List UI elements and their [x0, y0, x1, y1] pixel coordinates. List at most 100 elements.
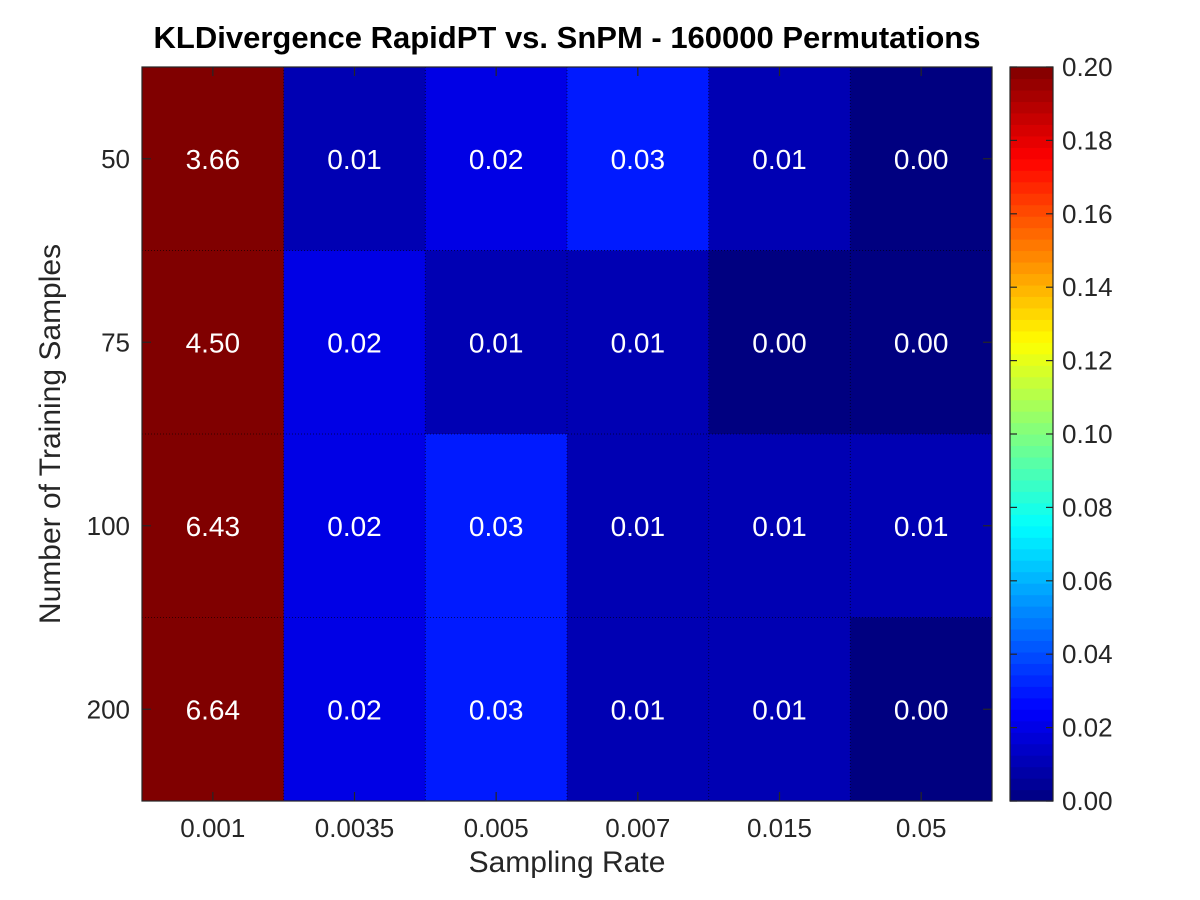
colorbar-band	[1010, 227, 1053, 240]
colorbar-tick-label: 0.12	[1062, 346, 1113, 376]
cell-value-label: 0.01	[611, 694, 666, 725]
cell-value-label: 0.01	[752, 511, 807, 542]
colorbar-band	[1010, 411, 1053, 424]
heatmap-cell	[850, 434, 993, 618]
cell-value-label: 0.01	[894, 511, 949, 542]
colorbar-band	[1010, 766, 1053, 779]
x-tick-labels: 0.001 0.0035 0.005 0.007 0.015 0.05	[180, 813, 946, 843]
colorbar-band	[1010, 89, 1053, 103]
colorbar-band	[1010, 571, 1053, 584]
colorbar-tick-label: 0.06	[1062, 566, 1113, 596]
x-tick-label: 0.001	[180, 813, 245, 843]
colorbar-band	[1010, 330, 1053, 343]
colorbar-band	[1010, 307, 1053, 320]
colorbar-band	[1010, 124, 1053, 137]
colorbar-band	[1010, 388, 1053, 401]
colorbar-band	[1010, 342, 1053, 355]
cell-value-label: 0.00	[894, 144, 949, 175]
colorbar-band	[1010, 755, 1053, 768]
x-tick-label: 0.0035	[315, 813, 395, 843]
heatmap-cell	[425, 617, 568, 802]
cell-value-labels: 3.66 0.01 0.02 0.03 0.01 0.00 4.50 0.02 0.01 0.01…	[186, 144, 949, 726]
heatmap-cell	[283, 617, 426, 802]
colorbar-band	[1010, 456, 1053, 470]
y-tick-label: 75	[101, 327, 130, 357]
cell-value-label: 0.02	[327, 327, 382, 358]
heatmap-cell	[425, 250, 568, 435]
cell-value-label: 3.66	[186, 144, 241, 175]
cell-grid	[142, 67, 992, 801]
colorbar-band	[1010, 261, 1053, 275]
colorbar-band	[1010, 365, 1053, 378]
colorbar-band	[1010, 468, 1053, 481]
colorbar-band	[1010, 147, 1053, 160]
cell-value-label: 0.00	[752, 327, 807, 358]
colorbar-band	[1010, 353, 1053, 366]
x-tick-label: 0.007	[605, 813, 670, 843]
colorbar-band	[1010, 709, 1053, 722]
y-tick-label: 200	[87, 694, 130, 724]
y-tick-labels: 50 75 100 200	[87, 144, 130, 725]
colorbar-band	[1010, 743, 1053, 756]
colorbar-band	[1010, 606, 1053, 619]
y-axis-label: Number of Training Samples	[34, 244, 67, 624]
y-tick-label: 50	[101, 144, 130, 174]
cell-value-label: 0.02	[469, 144, 524, 175]
cell-value-label: 0.00	[894, 694, 949, 725]
heatmap-cell	[567, 67, 710, 251]
colorbar-band	[1010, 158, 1053, 171]
cell-value-label: 0.02	[327, 694, 382, 725]
colorbar-band	[1010, 250, 1053, 263]
heatmap-cell	[850, 250, 993, 435]
heatmap-cell	[283, 434, 426, 618]
colorbar-band	[1010, 674, 1053, 687]
x-axis-label: Sampling Rate	[469, 846, 666, 879]
heatmap-cell	[283, 250, 426, 435]
heatmap-cell	[425, 434, 568, 618]
colorbar-band	[1010, 239, 1053, 252]
colorbar-band	[1010, 181, 1053, 194]
colorbar-band	[1010, 502, 1053, 515]
x-tick-label: 0.05	[896, 813, 947, 843]
colorbar-band	[1010, 273, 1053, 286]
heatmap-cell	[708, 250, 851, 435]
cell-value-label: 0.01	[611, 511, 666, 542]
colorbar: 0.00 0.02 0.04 0.06 0.08 0.10 0.12 0.14 0.16 0.18…	[1009, 52, 1113, 816]
colorbar-tick-label: 0.18	[1062, 125, 1113, 155]
heatmap-cell	[567, 434, 710, 618]
colorbar-band	[1010, 78, 1053, 91]
colorbar-band	[1010, 101, 1053, 114]
heatmap-cell	[567, 617, 710, 802]
colorbar-band	[1010, 651, 1053, 664]
colorbar-band	[1010, 720, 1053, 733]
heatmap-cell	[708, 434, 851, 618]
colorbar-tick-label: 0.00	[1062, 786, 1113, 816]
cell-value-label: 6.43	[186, 511, 241, 542]
colorbar-band	[1010, 67, 1053, 80]
cell-value-label: 0.02	[327, 511, 382, 542]
heatmap-cell	[283, 67, 426, 251]
colorbar-band	[1010, 112, 1053, 125]
colorbar-band	[1010, 135, 1053, 148]
colorbar-band	[1010, 789, 1053, 802]
colorbar-band	[1010, 319, 1053, 332]
chart-title: KLDivergence RapidPT vs. SnPM - 160000 P…	[154, 20, 981, 55]
cell-value-label: 0.00	[894, 327, 949, 358]
colorbar-band	[1010, 204, 1053, 217]
heatmap-cell	[142, 67, 285, 251]
colorbar-band	[1010, 445, 1053, 458]
colorbar-band	[1010, 732, 1053, 745]
heatmap-cell	[708, 617, 851, 802]
cell-value-label: 0.01	[611, 327, 666, 358]
colorbar-band	[1010, 434, 1053, 447]
cell-value-label: 0.01	[469, 327, 524, 358]
colorbar-band	[1010, 193, 1053, 206]
colorbar-band	[1010, 479, 1053, 492]
heatmap-cell	[142, 617, 285, 802]
axis-ticks	[142, 67, 992, 801]
colorbar-band	[1010, 376, 1053, 389]
colorbar-band	[1010, 583, 1053, 596]
colorbar-tick-label: 0.20	[1062, 52, 1113, 82]
plot-frame	[141, 66, 993, 802]
heatmap-cell	[142, 250, 285, 435]
